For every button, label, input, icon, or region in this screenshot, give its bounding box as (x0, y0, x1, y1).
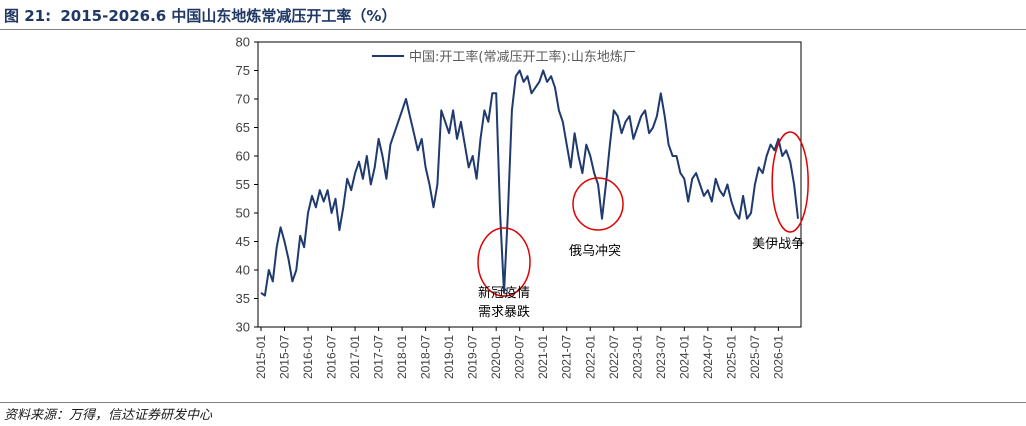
y-tick-label: 35 (236, 291, 250, 306)
source-note: 资料来源：万得，信达证券研发中心 (4, 408, 213, 423)
top-rule (0, 29, 1026, 30)
x-tick-label: 2023-01 (630, 335, 644, 379)
x-tick-label: 2019-07 (466, 335, 480, 379)
x-tick-label: 2021-01 (536, 335, 550, 379)
y-tick-label: 40 (236, 263, 250, 278)
x-tick-label: 2018-01 (395, 335, 409, 379)
x-tick-label: 2021-07 (560, 335, 574, 379)
y-tick-label: 50 (236, 206, 250, 221)
annotation-label: 美伊战争 (752, 237, 804, 252)
x-tick-label: 2018-07 (419, 335, 433, 379)
y-tick-label: 80 (236, 35, 250, 50)
x-tick-label: 2015-07 (278, 335, 292, 379)
x-tick-label: 2016-07 (325, 335, 339, 379)
legend-label: 中国:开工率(常减压开工率):山东地炼厂 (409, 49, 636, 65)
plot-frame (257, 41, 802, 328)
annotation-ring (572, 177, 624, 231)
x-tick-label: 2025-07 (748, 335, 762, 379)
annotation-ring (477, 227, 531, 297)
x-tick-label: 2017-01 (348, 335, 362, 379)
x-tick-label: 2024-01 (677, 335, 691, 379)
y-axis: 30 35 40 45 50 55 60 65 70 75 80 (236, 35, 258, 335)
y-tick-label: 45 (236, 234, 250, 249)
x-tick-label: 2020-01 (489, 335, 503, 379)
x-tick-label: 2023-07 (654, 335, 668, 379)
x-tick-label: 2016-01 (301, 335, 315, 379)
y-tick-label: 30 (236, 320, 250, 335)
x-axis: 2015-01 2015-07 2016-01 2016-07 2017-01 2017-… (254, 327, 785, 379)
x-tick-label: 2025-01 (724, 335, 738, 379)
x-tick-label: 2022-07 (607, 335, 621, 379)
bottom-rule (0, 402, 1026, 403)
figure-title-text: 2015-2026.6 中国山东地炼常减压开工率（%） (60, 7, 397, 25)
x-tick-label: 2015-01 (254, 335, 268, 379)
x-tick-label: 2020-07 (513, 335, 527, 379)
annotation-label: 需求暴跌 (478, 304, 530, 320)
figure-number: 图 21: (4, 7, 52, 25)
y-tick-label: 65 (236, 120, 250, 135)
legend: 中国:开工率(常减压开工率):山东地炼厂 (372, 49, 636, 65)
annotation-label: 俄乌冲突 (569, 243, 621, 259)
figure-title: 图 21: 2015-2026.6 中国山东地炼常减压开工率（%） (4, 4, 396, 28)
x-tick-label: 2026-01 (771, 335, 785, 379)
annotation-label: 新冠疫情 (478, 285, 530, 301)
x-tick-label: 2019-01 (442, 335, 456, 379)
x-tick-label: 2022-01 (583, 335, 597, 379)
y-tick-label: 60 (236, 149, 250, 164)
x-tick-label: 2024-07 (701, 335, 715, 379)
y-tick-label: 55 (236, 177, 250, 192)
series-line (260, 69, 799, 297)
x-tick-label: 2017-07 (372, 335, 386, 379)
y-tick-label: 70 (236, 92, 250, 107)
annotation-ring (771, 131, 809, 233)
y-tick-label: 75 (236, 63, 250, 78)
